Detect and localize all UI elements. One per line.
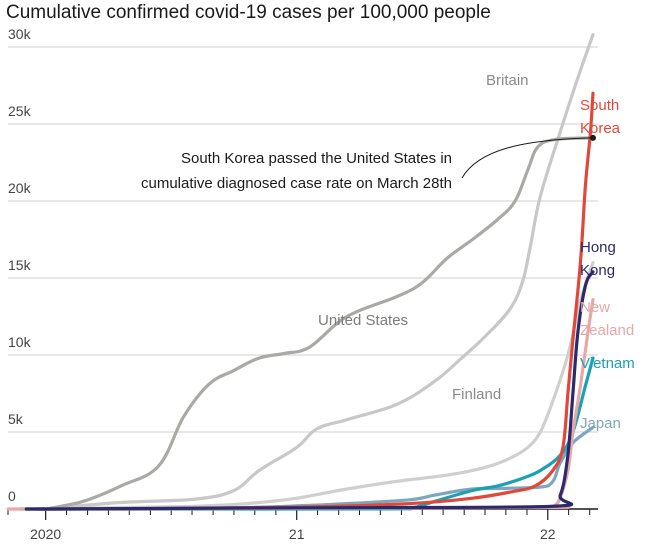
series-label-hong-kong: Hong bbox=[580, 239, 616, 256]
annotation-leader-line bbox=[461, 137, 591, 179]
annotation: South Korea passed the United States in c… bbox=[141, 134, 596, 192]
series-line-united-states bbox=[41, 136, 595, 511]
series-labels: Britain United States Finland South Korea Hon… bbox=[318, 72, 635, 432]
x-axis: 2020 21 22 bbox=[7, 508, 598, 542]
series-label-united-states: United States bbox=[318, 312, 408, 329]
series-label-south-korea: South bbox=[580, 97, 619, 114]
chart-title: Cumulative confirmed covid-19 cases per … bbox=[6, 2, 491, 23]
series-line-vietnam bbox=[18, 356, 595, 511]
y-tick-label: 30k bbox=[8, 26, 32, 42]
series-line-hong-kong bbox=[24, 270, 595, 511]
annotation-text: cumulative diagnosed case rate on March … bbox=[141, 175, 452, 192]
y-tick-label: 0 bbox=[8, 488, 16, 504]
y-tick-label: 15k bbox=[8, 257, 32, 273]
series-line-britain bbox=[40, 33, 595, 511]
gridlines: 0 5k 10k 15k 20k 25k 30k bbox=[8, 26, 598, 504]
y-tick-label: 25k bbox=[8, 103, 32, 119]
series-label-britain: Britain bbox=[486, 72, 529, 89]
series-label-new-zealand: New bbox=[580, 299, 610, 316]
x-tick-label: 2020 bbox=[30, 526, 61, 542]
series-label-vietnam: Vietnam bbox=[580, 355, 635, 372]
annotation-marker bbox=[589, 134, 596, 141]
series-label-finland: Finland bbox=[452, 386, 501, 403]
x-tick-label: 21 bbox=[289, 526, 305, 542]
series-line-finland bbox=[38, 261, 595, 511]
series-line-new-zealand bbox=[6, 298, 595, 511]
series-label-japan: Japan bbox=[580, 415, 621, 432]
x-tick-label: 22 bbox=[540, 526, 556, 542]
y-tick-label: 10k bbox=[8, 334, 32, 350]
series-label-new-zealand: Zealand bbox=[580, 322, 634, 339]
y-tick-label: 5k bbox=[8, 411, 24, 427]
annotation-text: South Korea passed the United States in bbox=[181, 150, 452, 167]
series-lines bbox=[6, 33, 595, 511]
series-label-south-korea: Korea bbox=[580, 120, 621, 137]
series-label-hong-kong: Kong bbox=[580, 262, 615, 279]
y-tick-label: 20k bbox=[8, 180, 32, 196]
